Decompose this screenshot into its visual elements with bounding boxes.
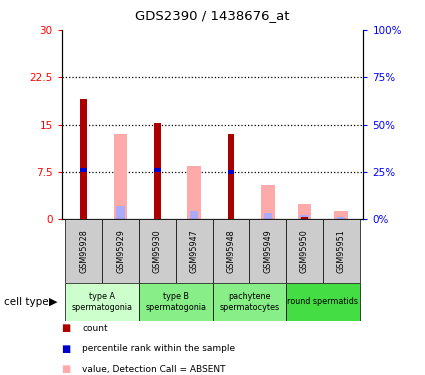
Bar (113, 134, 128, 219)
Text: GSM95929: GSM95929 (116, 229, 125, 273)
Text: pachytene
spermatocytes: pachytene spermatocytes (219, 292, 279, 312)
Bar (301, 217, 308, 219)
Bar (80, 99, 87, 219)
Text: count: count (82, 324, 108, 333)
Bar (228, 170, 234, 174)
Bar (176, 219, 212, 283)
Text: value, Detection Call = ABSENT: value, Detection Call = ABSENT (82, 365, 226, 374)
Bar (300, 214, 309, 219)
Text: GDS2390 / 1438676_at: GDS2390 / 1438676_at (135, 9, 290, 22)
Bar (228, 134, 234, 219)
Text: ■: ■ (62, 344, 71, 354)
Text: GSM95951: GSM95951 (337, 230, 346, 273)
Text: type B
spermatogonia: type B spermatogonia (145, 292, 206, 312)
Bar (334, 211, 348, 219)
Bar (249, 219, 286, 283)
Bar (102, 219, 139, 283)
Bar (154, 168, 161, 172)
Text: ■: ■ (62, 323, 71, 333)
Bar (190, 211, 198, 219)
Text: ▶: ▶ (49, 297, 57, 307)
Text: GSM95947: GSM95947 (190, 230, 198, 273)
Bar (139, 283, 212, 321)
Text: ■: ■ (62, 364, 71, 374)
Text: GSM95928: GSM95928 (79, 230, 88, 273)
Bar (116, 206, 125, 219)
Text: percentile rank within the sample: percentile rank within the sample (82, 344, 235, 353)
Bar (298, 204, 312, 219)
Bar (286, 219, 323, 283)
Text: GSM95949: GSM95949 (263, 230, 272, 273)
Bar (80, 168, 87, 172)
Bar (337, 217, 346, 219)
Bar (286, 283, 360, 321)
Bar (139, 219, 176, 283)
Bar (212, 219, 249, 283)
Bar (65, 219, 102, 283)
Text: GSM95950: GSM95950 (300, 230, 309, 273)
Bar (212, 283, 286, 321)
Bar (261, 184, 275, 219)
Bar (323, 219, 360, 283)
Bar (187, 166, 201, 219)
Text: cell type: cell type (4, 297, 49, 307)
Text: round spermatids: round spermatids (287, 297, 358, 306)
Bar (65, 283, 139, 321)
Text: GSM95930: GSM95930 (153, 230, 162, 273)
Text: GSM95948: GSM95948 (227, 230, 235, 273)
Bar (154, 123, 161, 219)
Text: type A
spermatogonia: type A spermatogonia (71, 292, 133, 312)
Bar (264, 213, 272, 219)
